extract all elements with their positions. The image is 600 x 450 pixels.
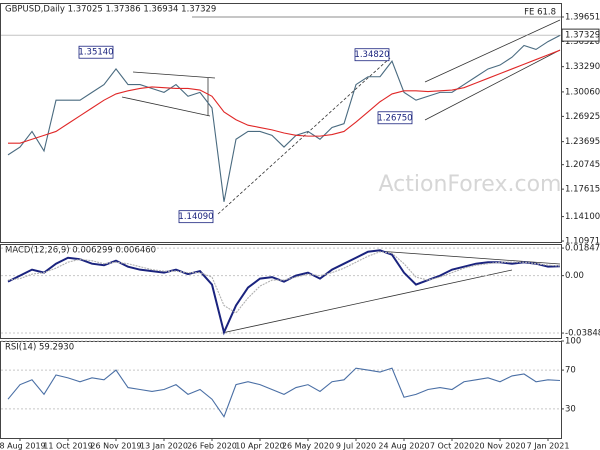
y-tick-label: 100: [565, 337, 581, 347]
y-tick-label: 1.26925: [565, 112, 600, 122]
x-tick-label: 26 May 2020: [282, 442, 334, 450]
annotation-label: 1.34820: [354, 50, 389, 60]
annotation-box: [178, 210, 214, 224]
fe-label: FE 61.8: [524, 7, 556, 17]
annotation-label: 1.26750: [377, 113, 412, 123]
y-tick-label: 1.36520: [565, 37, 600, 47]
y-tick-label: 1.17615: [565, 185, 600, 195]
annotation-label: 1.14090: [178, 212, 213, 222]
x-tick-label: 13 Jan 2020: [140, 442, 188, 450]
macd-trendline: [377, 250, 561, 265]
y-tick-label: 0.018471: [565, 244, 600, 254]
watermark: ActionForex.com: [379, 172, 562, 197]
y-tick-label: 1.30060: [565, 87, 600, 97]
y-tick-label: 1.20745: [565, 160, 600, 170]
y-tick-label: 0.00: [565, 271, 584, 281]
annotation-box: [78, 45, 114, 59]
x-tick-label: 28 Aug 2019: [0, 442, 46, 450]
series-line: [8, 49, 561, 144]
y-tick-label: 30: [565, 404, 576, 414]
last-price-tag: [561, 28, 600, 42]
series-line: [7, 34, 561, 202]
x-tick-label: 26 Nov 2019: [90, 442, 141, 450]
series-line: [7, 251, 561, 314]
y-tick-label: -0.038486: [565, 329, 600, 339]
x-tick-label: 20 Nov 2020: [474, 442, 525, 450]
x-tick-label: 26 Feb 2020: [187, 442, 237, 450]
x-tick-label: 7 Oct 2020: [430, 442, 474, 450]
macd-panel: [0, 244, 562, 339]
x-tick-label: 11 Oct 2019: [43, 442, 92, 450]
annotation-label: 1.35140: [78, 48, 113, 58]
annotation-box: [354, 48, 390, 62]
y-tick-label: 1.10971: [565, 237, 600, 247]
annotation-box: [377, 111, 413, 125]
price-panel: [0, 3, 562, 243]
trendline: [132, 71, 216, 79]
rsi-title: RSI(14) 59.2930: [5, 343, 74, 353]
channel-line: [424, 49, 561, 121]
macd-trendline: [221, 269, 513, 334]
y-tick-label: 70: [565, 366, 576, 376]
x-tick-label: 24 Aug 2020: [378, 442, 429, 450]
macd-title: MACD(12,26,9) 0.006299 0.006460: [5, 246, 156, 256]
y-tick-label: 1.23695: [565, 137, 600, 147]
x-tick-label: 7 Jan 2021: [527, 442, 570, 450]
series-line: [7, 367, 561, 418]
chart-title: GBPUSD,Daily 1.37025 1.37386 1.36934 1.3…: [5, 5, 216, 15]
last-price-label: 1.37329: [565, 31, 600, 41]
y-tick-label: 1.33290: [565, 62, 600, 72]
channel-line: [424, 19, 561, 83]
x-tick-label: 10 Apr 2020: [235, 442, 284, 450]
series-line: [7, 249, 561, 336]
y-tick-label: 1.39651: [565, 12, 600, 22]
trendline: [121, 96, 211, 117]
rsi-panel: [0, 341, 562, 439]
x-tick-label: 9 Jul 2020: [336, 442, 376, 450]
y-tick-label: 1.14100: [565, 212, 600, 222]
